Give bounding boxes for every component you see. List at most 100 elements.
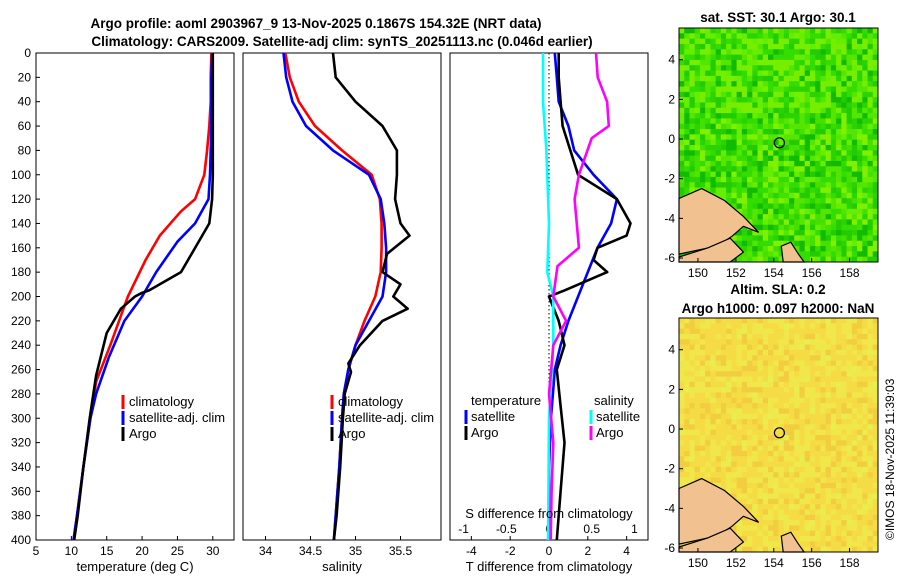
heatmap-cell xyxy=(762,381,769,388)
t-difference-xlabel: T difference from climatology xyxy=(466,559,633,574)
heatmap-cell xyxy=(705,349,711,356)
heatmap-cell xyxy=(762,424,769,431)
heatmap-cell xyxy=(757,230,764,236)
heatmap-cell xyxy=(726,145,732,151)
depth-tick-label: 140 xyxy=(11,216,31,230)
heatmap-cell xyxy=(857,403,863,409)
heatmap-cell xyxy=(778,49,785,55)
heatmap-cell xyxy=(857,520,863,526)
heatmap-cell xyxy=(794,408,800,415)
heatmap-cell xyxy=(710,344,717,351)
heatmap-cell xyxy=(836,49,842,55)
heatmap-cell xyxy=(715,91,722,98)
heatmap-cell xyxy=(841,424,847,431)
heatmap-cell xyxy=(830,328,837,335)
heatmap-cell xyxy=(799,198,806,204)
heatmap-cell xyxy=(710,75,717,82)
heatmap-cell xyxy=(741,456,748,462)
heatmap-cell xyxy=(715,360,722,367)
lat-tick-label: 0 xyxy=(668,132,675,146)
heatmap-cell xyxy=(679,145,685,151)
heatmap-cell xyxy=(788,493,795,500)
heatmap-cell xyxy=(836,493,842,500)
heatmap-cell xyxy=(794,28,800,34)
heatmap-cell xyxy=(809,118,816,125)
depth-tick-label: 240 xyxy=(11,338,31,352)
heatmap-cell xyxy=(846,150,853,157)
heatmap-cell xyxy=(820,323,827,330)
heatmap-cell xyxy=(757,498,764,505)
heatmap-cell xyxy=(867,28,874,34)
heatmap-cell xyxy=(741,176,748,183)
heatmap-cell xyxy=(804,429,811,436)
heatmap-cell xyxy=(720,424,727,431)
heatmap-cell xyxy=(851,344,858,351)
heatmap-cell xyxy=(768,75,774,82)
heatmap-cell xyxy=(809,461,816,468)
heatmap-cell xyxy=(747,477,753,484)
heatmap-cell xyxy=(699,91,706,98)
sst-map-title: sat. SST: 30.1 Argo: 30.1 xyxy=(700,10,856,25)
heatmap-cell xyxy=(768,86,774,93)
heatmap-cell xyxy=(857,323,863,330)
heatmap-cell xyxy=(747,59,753,66)
heatmap-cell xyxy=(788,75,795,82)
heatmap-cell xyxy=(778,365,785,372)
heatmap-cell xyxy=(799,33,806,40)
heatmap-cell xyxy=(757,65,764,71)
heatmap-cell xyxy=(720,38,727,45)
heatmap-cell xyxy=(747,166,753,172)
heatmap-cell xyxy=(741,43,748,50)
heatmap-cell xyxy=(872,333,879,340)
heatmap-cell xyxy=(762,43,769,50)
heatmap-cell xyxy=(788,328,795,335)
heatmap-cell xyxy=(694,392,701,399)
heatmap-cell xyxy=(841,344,847,351)
heatmap-cell xyxy=(689,129,696,135)
heatmap-cell xyxy=(846,235,853,242)
x-tick-label: -4 xyxy=(466,544,477,558)
argo-float-marker xyxy=(773,427,786,439)
heatmap-cell xyxy=(846,129,853,135)
heatmap-cell xyxy=(694,365,701,372)
heatmap-cell xyxy=(747,472,753,478)
heatmap-cell xyxy=(689,344,696,351)
heatmap-cell xyxy=(846,530,853,537)
heatmap-cell xyxy=(705,339,711,345)
heatmap-cell xyxy=(794,328,800,335)
heatmap-cell xyxy=(809,466,816,473)
heatmap-cell xyxy=(830,371,837,377)
heatmap-cell xyxy=(720,392,727,399)
temperature-panel: 5 10 15 20 25 30 0204060801001201401601802002… xyxy=(11,46,235,574)
heatmap-cell xyxy=(794,208,800,215)
heatmap-cell xyxy=(841,482,847,489)
heatmap-cell xyxy=(794,371,800,377)
heatmap-cell xyxy=(726,182,732,188)
heatmap-cell xyxy=(846,408,853,415)
heatmap-cell xyxy=(825,123,832,130)
heatmap-cell xyxy=(841,339,847,345)
heatmap-cell xyxy=(788,365,795,372)
heatmap-cell xyxy=(846,424,853,431)
heatmap-cell xyxy=(804,65,811,71)
heatmap-cell xyxy=(820,456,827,462)
heatmap-cell xyxy=(747,339,753,345)
heatmap-cell xyxy=(867,514,874,521)
heatmap-cell xyxy=(710,102,717,109)
heatmap-cell xyxy=(867,360,874,367)
heatmap-cell xyxy=(825,424,832,431)
heatmap-cell xyxy=(768,70,774,77)
heatmap-cell xyxy=(757,134,764,141)
heatmap-cell xyxy=(846,102,853,109)
heatmap-cell xyxy=(752,339,758,345)
heatmap-cell xyxy=(726,54,732,61)
lon-tick-label: 158 xyxy=(840,266,860,280)
heatmap-cell xyxy=(862,333,868,340)
heatmap-cell xyxy=(752,472,758,478)
heatmap-cell xyxy=(872,65,879,71)
heatmap-cell xyxy=(689,429,696,436)
heatmap-cell xyxy=(736,493,743,500)
heatmap-cell xyxy=(815,520,821,526)
heatmap-cell xyxy=(689,43,696,50)
x-tick-label: 20 xyxy=(135,544,149,558)
